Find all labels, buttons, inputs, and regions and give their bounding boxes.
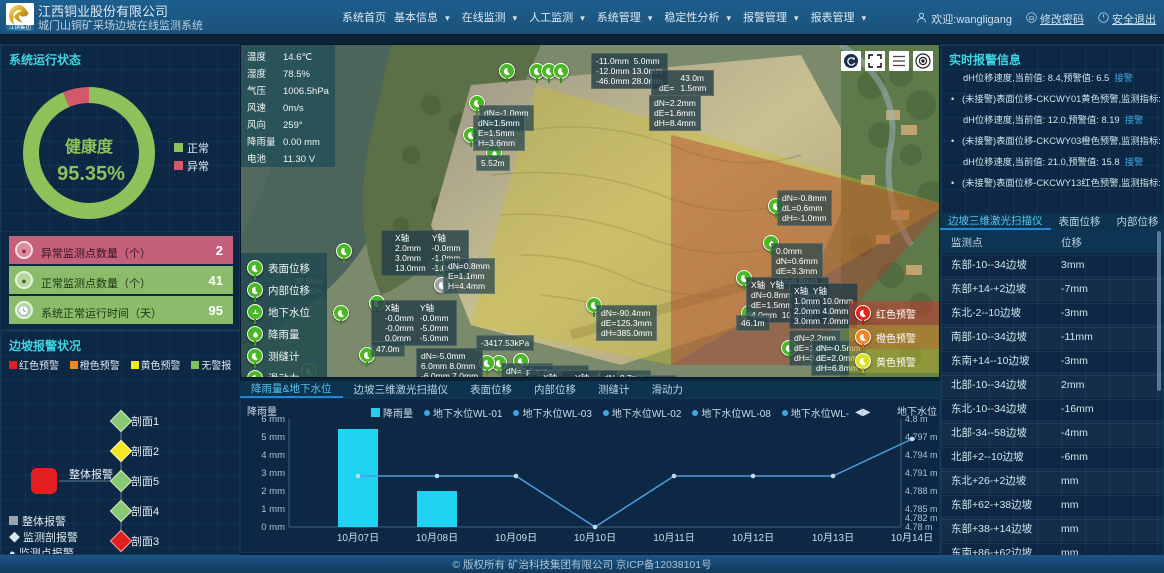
svg-text:6 mm: 6 mm bbox=[261, 414, 285, 425]
svg-text:10月14日: 10月14日 bbox=[891, 532, 933, 544]
svg-text:10月11日: 10月11日 bbox=[653, 532, 695, 544]
svg-text:剖面2: 剖面2 bbox=[131, 444, 159, 458]
svg-text:4.794 m: 4.794 m bbox=[905, 450, 938, 460]
svg-text:整体报警: 整体报警 bbox=[69, 467, 113, 481]
svg-text:10月07日: 10月07日 bbox=[337, 532, 379, 544]
svg-text:1 mm: 1 mm bbox=[261, 504, 285, 515]
svg-text:剖面3: 剖面3 bbox=[131, 534, 159, 548]
svg-text:10月12日: 10月12日 bbox=[732, 532, 774, 544]
svg-text:剖面4: 剖面4 bbox=[131, 504, 159, 518]
svg-text:4.78 m: 4.78 m bbox=[905, 522, 933, 532]
svg-text:剖面5: 剖面5 bbox=[131, 474, 159, 488]
svg-text:10月08日: 10月08日 bbox=[416, 532, 458, 544]
svg-text:10月13日: 10月13日 bbox=[812, 532, 854, 544]
svg-text:4.791 m: 4.791 m bbox=[905, 468, 938, 478]
svg-text:4 mm: 4 mm bbox=[261, 450, 285, 461]
svg-text:5 mm: 5 mm bbox=[261, 432, 285, 443]
svg-text:剖面1: 剖面1 bbox=[131, 414, 159, 428]
svg-text:0 mm: 0 mm bbox=[261, 522, 285, 533]
svg-text:4.8 m: 4.8 m bbox=[905, 414, 928, 424]
svg-text:10月10日: 10月10日 bbox=[574, 532, 616, 544]
svg-text:4.788 m: 4.788 m bbox=[905, 486, 938, 496]
svg-text:2 mm: 2 mm bbox=[261, 486, 285, 497]
svg-text:10月09日: 10月09日 bbox=[495, 532, 537, 544]
svg-text:3 mm: 3 mm bbox=[261, 468, 285, 479]
